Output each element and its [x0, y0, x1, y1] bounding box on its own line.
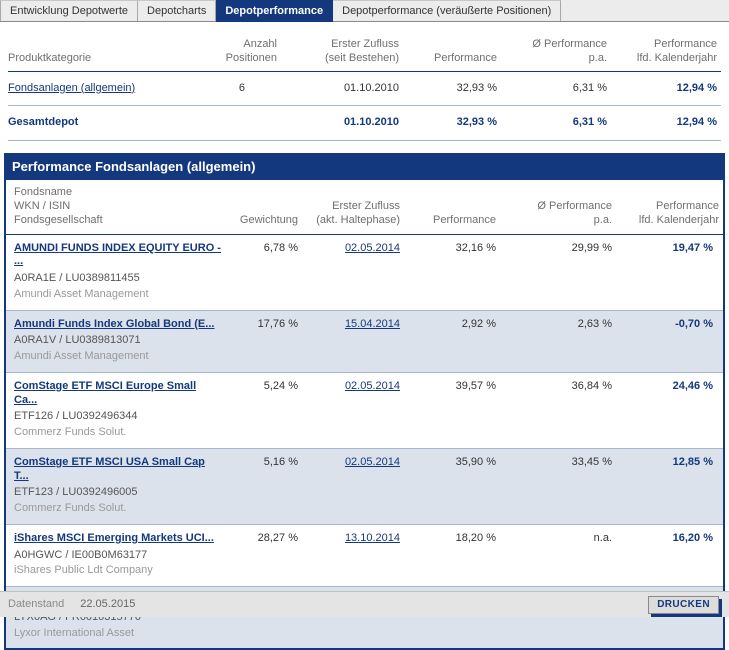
- fund-name-link[interactable]: iShares MSCI Emerging Markets UCI...: [14, 531, 214, 544]
- weight-cell: 17,76 %: [232, 309, 302, 373]
- first-inflow-link[interactable]: 02.05.2014: [344, 455, 400, 468]
- tab-depotcharts[interactable]: Depotcharts: [138, 0, 217, 21]
- fund-company: Lyxor International Asset: [14, 626, 135, 639]
- summary-header-row: Produktkategorie Anzahl Positionen Erste…: [8, 32, 721, 72]
- fund-company: iShares Public Ldt Company: [14, 564, 153, 577]
- performance-ytd-cell: 12,94 %: [611, 105, 721, 141]
- funds-header-performance-pa: Ø Performance p.a.: [500, 180, 616, 235]
- fund-wkn-isin: A0RA1V / LU0389813071: [14, 334, 141, 347]
- performance-pa-cell: n.a.: [500, 523, 616, 587]
- performance-cell: 32,93 %: [403, 105, 501, 141]
- funds-header-fondsname: Fondsname WKN / ISIN Fondsgesellschaft: [6, 180, 232, 235]
- summary-header-anzahl-positionen: Anzahl Positionen: [203, 32, 281, 72]
- first-inflow-cell: 13.10.2014: [302, 523, 404, 587]
- fonds-performance-panel: Performance Fondsanlagen (allgemein) Fon…: [4, 153, 725, 650]
- footer-bar: Datenstand 22.05.2015 DRUCKEN: [0, 591, 729, 617]
- summary-table: Produktkategorie Anzahl Positionen Erste…: [8, 32, 721, 141]
- summary-header-performance-pa: Ø Performance p.a.: [501, 32, 611, 72]
- fund-row: ComStage ETF MSCI USA Small Cap T... ETF…: [6, 447, 723, 525]
- first-inflow-cell: 01.10.2010: [281, 71, 403, 107]
- fund-company: Commerz Funds Solut.: [14, 502, 127, 514]
- tab-depotperformance-veraeusserte-positionen[interactable]: Depotperformance (veräußerte Positionen): [333, 0, 562, 21]
- first-inflow-cell: 01.10.2010: [281, 105, 403, 141]
- first-inflow-link[interactable]: 13.10.2014: [344, 531, 400, 544]
- fund-name-link[interactable]: Amundi Funds Index Global Bond (E...: [14, 317, 215, 330]
- performance-ytd-cell: 16,20 %: [616, 523, 723, 587]
- fund-name-link[interactable]: ComStage ETF MSCI Europe Small Ca...: [14, 379, 197, 406]
- fund-name-cell: Amundi Funds Index Global Bond (E... A0R…: [6, 309, 232, 373]
- fund-name-cell: ComStage ETF MSCI Europe Small Ca... ETF…: [6, 371, 232, 449]
- first-inflow-link[interactable]: 02.05.2014: [344, 379, 400, 392]
- funds-header-performance-kalenderjahr: Performance lfd. Kalenderjahr: [616, 180, 723, 235]
- first-inflow-cell: 15.04.2014: [302, 309, 404, 373]
- performance-ytd-cell: -0,70 %: [616, 309, 723, 373]
- summary-header-performance: Performance: [403, 32, 501, 72]
- funds-header-gewichtung: Gewichtung: [232, 180, 302, 235]
- performance-pa-cell: 33,45 %: [500, 447, 616, 525]
- weight-cell: 28,27 %: [232, 523, 302, 587]
- category-cell: Gesamtdepot: [8, 105, 203, 141]
- count-cell: [203, 105, 281, 141]
- fund-row: ComStage ETF MSCI Europe Small Ca... ETF…: [6, 371, 723, 449]
- summary-header-produktkategorie: Produktkategorie: [8, 32, 203, 72]
- performance-pa-cell: 2,63 %: [500, 309, 616, 373]
- first-inflow-cell: 02.05.2014: [302, 371, 404, 449]
- fund-company: Amundi Asset Management: [14, 350, 149, 362]
- fund-row: iShares MSCI Emerging Markets UCI... A0H…: [6, 523, 723, 587]
- fund-wkn-isin: A0HGWC / IE00B0M63177: [14, 548, 148, 561]
- first-inflow-link[interactable]: 15.04.2014: [344, 317, 400, 330]
- performance-cell: 32,16 %: [455, 241, 496, 254]
- first-inflow-link[interactable]: 02.05.2014: [344, 241, 400, 254]
- weight-cell: 5,16 %: [232, 447, 302, 525]
- performance-pa-cell: 29,99 %: [571, 241, 612, 254]
- fund-wkn-isin: ETF126 / LU0392496344: [14, 410, 138, 423]
- funds-header-erster-zufluss: Erster Zufluss (akt. Haltephase): [302, 180, 404, 235]
- fund-name-cell: ComStage ETF MSCI USA Small Cap T... ETF…: [6, 447, 232, 525]
- summary-header-performance-kalenderjahr: Performance lfd. Kalenderjahr: [611, 32, 721, 72]
- count-cell: 6: [203, 71, 281, 107]
- funds-header-row: Fondsname WKN / ISIN Fondsgesellschaft G…: [6, 180, 723, 235]
- summary-row-gesamtdepot: Gesamtdepot 01.10.2010 32,93 % 6,31 % 12…: [8, 105, 721, 141]
- performance-ytd-cell: 19,47 %: [672, 241, 713, 254]
- tab-entwicklung-depotwerte[interactable]: Entwicklung Depotwerte: [0, 0, 139, 21]
- first-inflow-cell: 02.05.2014: [302, 447, 404, 525]
- performance-cell: 18,20 %: [404, 523, 500, 587]
- fund-wkn-isin: A0RA1E / LU0389811455: [14, 272, 140, 284]
- weight-cell: 6,78 %: [263, 241, 298, 254]
- funds-table: Fondsname WKN / ISIN Fondsgesellschaft G…: [6, 180, 723, 649]
- weight-cell: 5,24 %: [232, 371, 302, 449]
- summary-row-fondsanlagen: Fondsanlagen (allgemein) 6 01.10.2010 32…: [8, 71, 721, 107]
- performance-ytd-cell: 12,85 %: [616, 447, 723, 525]
- performance-cell: 32,93 %: [403, 71, 501, 107]
- tab-depotperformance[interactable]: Depotperformance: [216, 0, 334, 22]
- funds-header-performance: Performance: [404, 180, 500, 235]
- fund-name-link[interactable]: ComStage ETF MSCI USA Small Cap T...: [14, 455, 205, 482]
- performance-ytd-cell: 24,46 %: [616, 371, 723, 449]
- performance-pa-cell: 6,31 %: [501, 105, 611, 141]
- fund-name-cell: iShares MSCI Emerging Markets UCI... A0H…: [6, 523, 232, 587]
- datenstand-value: 22.05.2015: [80, 597, 136, 610]
- fund-company: Amundi Asset Management: [14, 287, 149, 300]
- performance-ytd-cell: 12,94 %: [611, 71, 721, 107]
- performance-pa-cell: 36,84 %: [500, 371, 616, 449]
- performance-pa-cell: 6,31 %: [501, 71, 611, 107]
- panel-title: Performance Fondsanlagen (allgemein): [6, 155, 723, 181]
- fund-name-cell: AMUNDI FUNDS INDEX EQUITY EURO - ... A0R…: [6, 234, 232, 310]
- datenstand-label: Datenstand: [8, 597, 65, 610]
- performance-cell: 35,90 %: [404, 447, 500, 525]
- performance-cell: 2,92 %: [404, 309, 500, 373]
- category-cell: Fondsanlagen (allgemein): [8, 71, 203, 107]
- fund-company: Commerz Funds Solut.: [14, 426, 127, 438]
- fund-row: AMUNDI FUNDS INDEX EQUITY EURO - ... A0R…: [6, 234, 723, 310]
- fund-name-link[interactable]: AMUNDI FUNDS INDEX EQUITY EURO - ...: [14, 241, 221, 268]
- fund-wkn-isin: ETF123 / LU0392496005: [14, 486, 138, 499]
- fund-row: Amundi Funds Index Global Bond (E... A0R…: [6, 309, 723, 373]
- tab-bar: Entwicklung Depotwerte Depotcharts Depot…: [0, 0, 729, 22]
- summary-header-erster-zufluss: Erster Zufluss (seit Bestehen): [281, 32, 403, 72]
- performance-cell: 39,57 %: [404, 371, 500, 449]
- first-inflow-cell: 02.05.2014: [302, 234, 404, 310]
- drucken-button[interactable]: DRUCKEN: [648, 595, 719, 614]
- fondsanlagen-link[interactable]: Fondsanlagen (allgemein): [8, 81, 136, 94]
